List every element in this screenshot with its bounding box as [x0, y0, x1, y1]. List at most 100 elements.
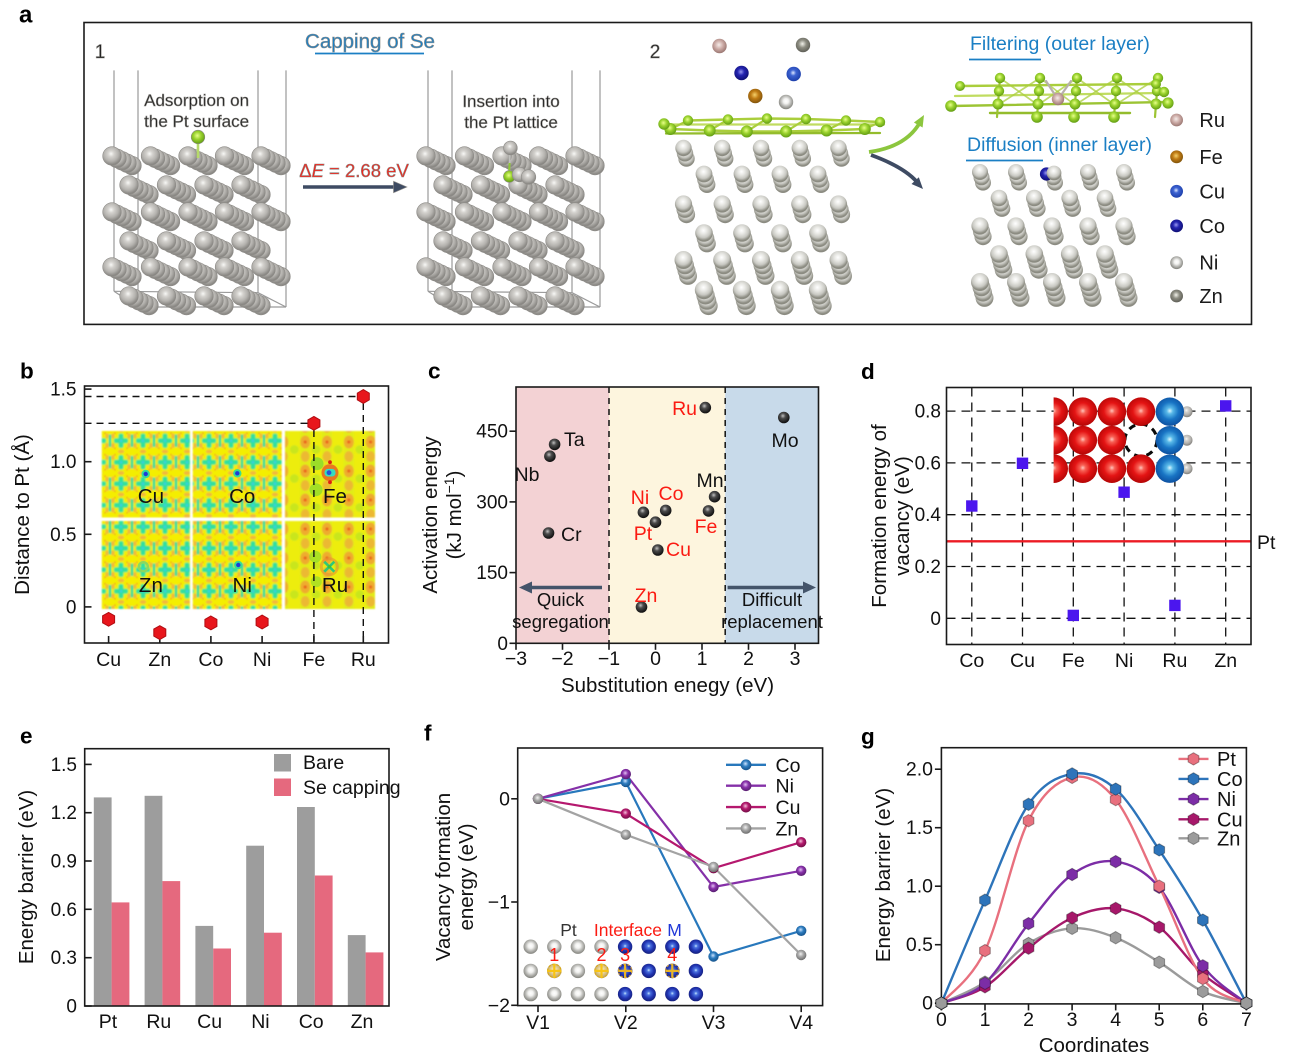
svg-text:−1: −1	[488, 892, 510, 914]
svg-text:Fe: Fe	[695, 516, 718, 538]
svg-text:Zn: Zn	[351, 1011, 374, 1033]
svg-text:Ni: Ni	[253, 649, 271, 671]
svg-text:a: a	[19, 1, 33, 28]
svg-text:(kJ mol−1): (kJ mol−1)	[441, 471, 466, 560]
svg-text:7: 7	[1241, 1009, 1252, 1031]
svg-text:Ni: Ni	[1199, 253, 1218, 275]
svg-text:c: c	[428, 359, 441, 384]
svg-text:0: 0	[922, 993, 933, 1015]
svg-text:V4: V4	[789, 1012, 813, 1034]
svg-text:0: 0	[497, 634, 508, 655]
svg-text:1.5: 1.5	[906, 817, 933, 839]
svg-text:Fe: Fe	[1062, 650, 1085, 672]
svg-text:Pt: Pt	[1217, 749, 1236, 771]
svg-text:Co: Co	[1199, 216, 1225, 238]
svg-text:1.5: 1.5	[50, 380, 76, 401]
svg-text:Fe: Fe	[303, 649, 326, 671]
svg-text:Adsorption on: Adsorption on	[144, 91, 249, 110]
svg-text:3: 3	[620, 945, 630, 965]
svg-text:Co: Co	[659, 483, 684, 505]
svg-text:0.5: 0.5	[50, 525, 76, 546]
svg-text:Ni: Ni	[1115, 650, 1133, 672]
svg-text:e: e	[20, 724, 33, 749]
svg-text:1: 1	[980, 1009, 991, 1031]
svg-text:450: 450	[476, 422, 508, 443]
svg-text:b: b	[20, 359, 34, 384]
svg-text:2: 2	[1023, 1009, 1034, 1031]
svg-text:3: 3	[1067, 1009, 1078, 1031]
svg-text:energy (eV): energy (eV)	[455, 823, 478, 930]
svg-text:Cu: Cu	[197, 1011, 222, 1033]
svg-text:Zn: Zn	[1217, 828, 1240, 850]
svg-text:Substitution enegy (eV): Substitution enegy (eV)	[561, 674, 774, 697]
svg-text:Se capping: Se capping	[303, 777, 401, 799]
svg-text:Ru: Ru	[351, 649, 376, 671]
svg-text:Zn: Zn	[1214, 650, 1237, 672]
svg-text:Diffusion (inner layer): Diffusion (inner layer)	[967, 134, 1152, 156]
svg-text:Ru: Ru	[322, 574, 348, 597]
svg-text:Pt: Pt	[634, 523, 653, 545]
svg-text:Pt: Pt	[99, 1011, 118, 1033]
svg-text:Ru: Ru	[672, 398, 697, 420]
svg-text:Bare: Bare	[303, 752, 344, 774]
svg-text:0: 0	[650, 648, 661, 670]
svg-text:V3: V3	[702, 1012, 726, 1034]
svg-text:300: 300	[476, 492, 508, 513]
svg-text:segregation: segregation	[512, 611, 609, 632]
svg-text:Nb: Nb	[515, 464, 540, 486]
svg-text:0.6: 0.6	[915, 453, 941, 474]
svg-text:−2: −2	[488, 995, 510, 1017]
svg-text:Co: Co	[299, 1011, 324, 1033]
svg-text:Quick: Quick	[537, 589, 585, 610]
svg-text:Filtering (outer layer): Filtering (outer layer)	[970, 33, 1150, 55]
svg-text:Zn: Zn	[776, 818, 799, 840]
svg-text:Co: Co	[959, 650, 984, 672]
svg-text:0.8: 0.8	[915, 402, 941, 423]
svg-text:Interface: Interface	[594, 920, 662, 940]
svg-text:Activation energy: Activation energy	[419, 436, 442, 594]
svg-text:1.5: 1.5	[51, 755, 77, 776]
svg-text:1.0: 1.0	[906, 876, 933, 898]
svg-text:g: g	[861, 724, 875, 749]
svg-text:4: 4	[667, 945, 677, 965]
svg-text:Ru: Ru	[1199, 110, 1225, 132]
svg-text:Ru: Ru	[146, 1011, 171, 1033]
svg-text:Fe: Fe	[323, 485, 347, 508]
svg-text:Ta: Ta	[564, 429, 585, 451]
svg-text:Vacancy formation: Vacancy formation	[432, 793, 455, 961]
svg-text:Ni: Ni	[776, 776, 794, 798]
svg-text:Formation energy of: Formation energy of	[868, 424, 891, 608]
svg-text:0: 0	[66, 997, 77, 1018]
svg-text:0.6: 0.6	[51, 900, 77, 921]
svg-text:V2: V2	[614, 1012, 638, 1034]
svg-text:1.0: 1.0	[50, 452, 76, 473]
svg-text:Pt: Pt	[1257, 532, 1276, 554]
svg-text:Ni: Ni	[251, 1011, 269, 1033]
svg-text:M: M	[667, 920, 682, 940]
svg-text:replacement: replacement	[721, 611, 823, 632]
svg-text:Energy barrier (eV): Energy barrier (eV)	[15, 790, 38, 964]
svg-text:Coordinates: Coordinates	[1039, 1034, 1150, 1057]
svg-text:Difficult: Difficult	[742, 589, 802, 610]
svg-text:Zn: Zn	[148, 649, 171, 671]
svg-text:2: 2	[650, 42, 661, 63]
svg-text:Cu: Cu	[776, 797, 801, 819]
svg-text:ΔE = 2.68 eV: ΔE = 2.68 eV	[299, 160, 409, 181]
svg-text:0: 0	[930, 609, 941, 630]
svg-text:1: 1	[549, 945, 559, 965]
svg-text:Zn: Zn	[1199, 286, 1222, 308]
svg-text:−3: −3	[505, 648, 527, 670]
svg-text:Cu: Cu	[1217, 809, 1243, 831]
svg-text:Fe: Fe	[1199, 147, 1222, 169]
svg-text:Zn: Zn	[635, 585, 658, 607]
svg-text:0: 0	[499, 788, 510, 810]
svg-text:vacancy (eV): vacancy (eV)	[891, 456, 914, 576]
svg-text:V1: V1	[526, 1012, 550, 1034]
svg-text:Cu: Cu	[96, 649, 121, 671]
svg-text:0: 0	[66, 597, 77, 618]
svg-text:1: 1	[95, 42, 106, 63]
svg-text:2.0: 2.0	[906, 759, 933, 781]
svg-text:the Pt surface: the Pt surface	[144, 112, 249, 131]
svg-text:Zn: Zn	[139, 574, 163, 597]
svg-text:f: f	[424, 721, 432, 746]
